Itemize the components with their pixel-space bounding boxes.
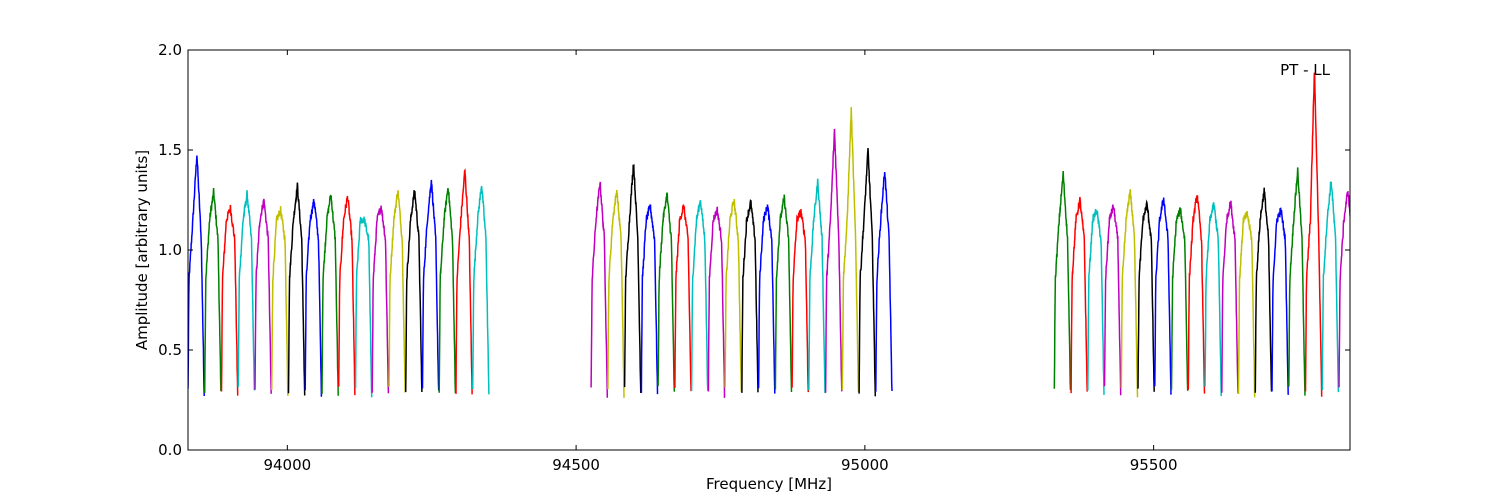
spectrum-segment [287, 182, 306, 396]
spectrum-segment [421, 179, 440, 391]
spectrum-segment [640, 203, 659, 395]
spectrum-segment [1070, 196, 1088, 394]
spectrum-segment [1087, 208, 1105, 395]
spectrum-segment [371, 205, 390, 394]
spectrum-segment [438, 188, 457, 394]
spectrum-segment [455, 168, 473, 395]
spectrum-segment [1254, 187, 1273, 393]
y-tick-label: 1.0 [158, 241, 182, 259]
spectrum-segment [607, 189, 625, 398]
spectrum-segment [1204, 202, 1222, 397]
y-tick-label: 0.5 [158, 341, 182, 359]
spectrum-segment [354, 216, 373, 398]
spectrum-segment [858, 147, 877, 397]
spectrum-segment [741, 199, 759, 393]
x-tick-label: 94500 [552, 456, 600, 474]
spectrum-segment [824, 128, 843, 393]
spectrum-segment [1271, 207, 1289, 395]
spectrum-segment [674, 204, 692, 392]
x-tick-label: 95500 [1130, 456, 1178, 474]
spectrum-segment [1187, 195, 1206, 394]
x-tick-label: 94000 [263, 456, 311, 474]
spectrum-segment [757, 204, 776, 394]
spectrum-segment [1221, 200, 1239, 394]
spectrum-segment [590, 181, 609, 398]
spectrum-segment [841, 107, 860, 392]
y-tick-label: 0.0 [158, 441, 182, 459]
spectrum-segment [623, 163, 642, 394]
spectrum-segment [1120, 189, 1139, 398]
spectrum-segment [321, 194, 339, 396]
spectrum-segment [404, 190, 423, 393]
spectrum-segment [791, 208, 810, 393]
spectrum-segment [1154, 197, 1172, 395]
spectrum-segment [1288, 167, 1306, 396]
spectrum-segment [1321, 181, 1340, 393]
spectrum-segment [337, 195, 356, 396]
spectrum-segment [471, 186, 490, 395]
series-layer [188, 72, 1350, 398]
chart-annotation: PT - LL [1280, 61, 1331, 79]
spectrum-segment [203, 187, 222, 393]
spectrum-segment [1137, 199, 1155, 392]
tick-layer: 94000 94500 95000 95500 0.0 0.5 1.0 1.5 2.0 [158, 41, 1350, 474]
spectrum-segment [1103, 204, 1122, 396]
spectrum-segment [1338, 191, 1350, 388]
x-tick-label: 95000 [841, 456, 889, 474]
spectrum-segment [237, 190, 256, 391]
y-tick-label: 1.5 [158, 141, 182, 159]
x-axis-label: Frequency [MHz] [706, 475, 832, 493]
y-tick-label: 2.0 [158, 41, 182, 59]
spectrum-segment [875, 171, 893, 392]
spectrum-segment [808, 178, 826, 394]
spectrum-segment [707, 206, 726, 398]
spectrum-segment [188, 155, 205, 397]
spectrum-segment [774, 194, 793, 393]
plot-background [188, 50, 1350, 450]
spectrum-segment [1170, 207, 1189, 391]
spectrum-segment [657, 192, 676, 392]
spectrum-segment [724, 198, 743, 392]
spectrum-segment [270, 206, 289, 396]
y-axis-label: Amplitude [arbitrary units] [133, 150, 151, 350]
spectrum-segment [254, 198, 272, 394]
spectrum-segment [388, 190, 406, 393]
spectrum-segment [690, 199, 709, 392]
spectrum-segment [1053, 170, 1072, 391]
spectrum-segment [1304, 72, 1323, 397]
spectrum-segment [220, 204, 239, 396]
spectrum-segment [1237, 210, 1256, 398]
spectrum-segment [304, 198, 323, 397]
